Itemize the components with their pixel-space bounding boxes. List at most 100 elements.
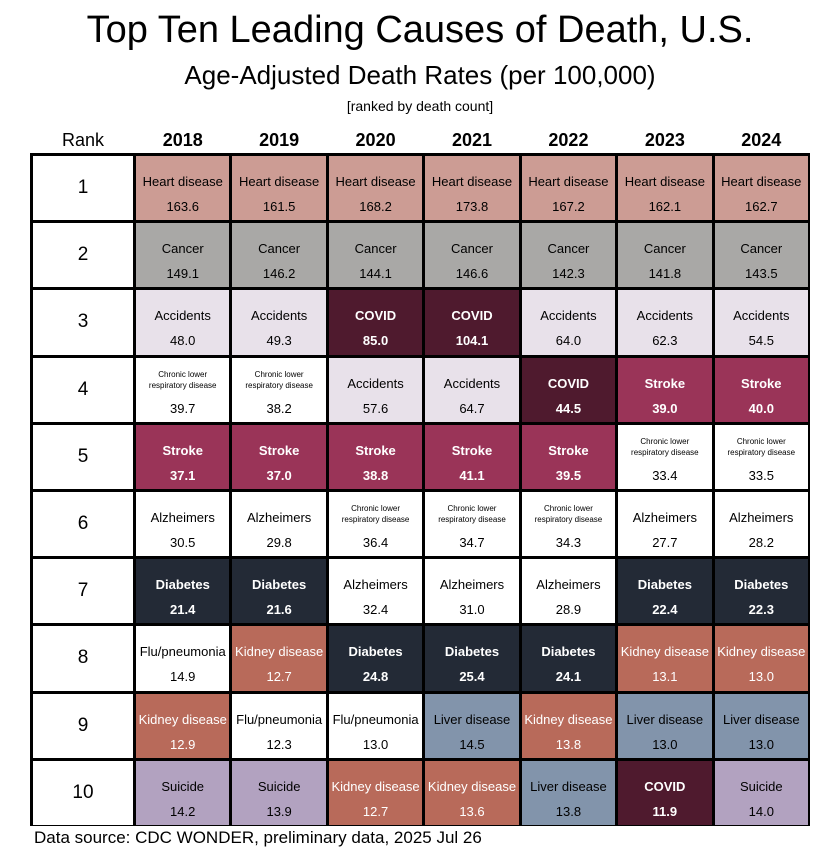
death-rate-value: 49.3: [266, 333, 292, 349]
year-header-2018: 2018: [162, 130, 203, 150]
death-rate-value: 168.2: [359, 199, 392, 214]
cause-label: Cancer: [740, 241, 783, 257]
cause-cell-3-2019: Accidents 49.3: [232, 290, 326, 355]
cause-cell-9-2018: Kidney disease 12.9: [136, 693, 230, 758]
cause-label: Kidney disease: [427, 778, 517, 794]
cause-cell-4-2024: Stroke 40.0: [714, 357, 808, 422]
cause-cell-9-2024: Liver disease 13.0: [714, 693, 808, 758]
death-rate-value: 14.9: [170, 669, 196, 685]
cause-cell-1-2020: Heart disease 168.2: [328, 156, 423, 221]
cause-cell-7-2023: Diabetes 22.4: [618, 559, 712, 624]
cause-label: Diabetes: [252, 577, 307, 593]
cause-cell-5-2018: Stroke 37.1: [136, 424, 230, 489]
cause-label: Cancer: [161, 241, 204, 257]
cause-label: Chronic lower respiratory disease: [534, 504, 603, 524]
cause-cell-4-2022: COVID 44.5: [521, 357, 616, 422]
death-rate-value: 13.0: [748, 736, 774, 752]
death-rate-value: 39.7: [170, 400, 196, 416]
cause-cell-7-2019: Diabetes 21.6: [232, 559, 326, 624]
death-rate-value: 32.4: [362, 602, 389, 618]
death-rate-value: 33.4: [652, 467, 678, 483]
cause-label: Heart disease: [335, 174, 416, 189]
cause-label: Chronic lower respiratory disease: [245, 369, 313, 390]
cause-cell-10-2018: Suicide 14.2: [136, 760, 230, 825]
cause-cell-5-2021: Stroke 41.1: [425, 424, 519, 489]
cause-cell-4-2018: Chronic lower respiratory disease 39.7: [136, 357, 230, 422]
death-rate-value: 167.2: [552, 199, 585, 214]
death-rate-value: 143.5: [745, 266, 778, 282]
rank-cell-7: 7: [33, 559, 133, 624]
cause-label: Alzheimers: [632, 510, 697, 525]
cause-label: Cancer: [547, 241, 590, 257]
data-source: Data source: CDC WONDER, preliminary dat…: [34, 828, 482, 847]
death-rate-value: 39.5: [555, 467, 582, 483]
cause-label: Kidney disease: [235, 644, 324, 660]
death-rate-value: 22.4: [652, 602, 678, 618]
death-rate-value: 12.9: [170, 736, 196, 752]
death-rate-value: 34.7: [459, 535, 485, 550]
cause-label: Alzheimers: [536, 577, 601, 593]
death-rate-value: 85.0: [362, 333, 389, 349]
cause-cell-3-2018: Accidents 48.0: [136, 290, 230, 355]
cause-cell-4-2019: Chronic lower respiratory disease 38.2: [232, 357, 326, 422]
cause-cell-8-2022: Diabetes 24.1: [521, 626, 616, 691]
death-rate-value: 57.6: [362, 400, 389, 416]
rank-cell-8: 8: [33, 626, 133, 691]
cause-label: Accidents: [540, 308, 597, 324]
death-rate-value: 11.9: [652, 803, 678, 819]
cause-label: Alzheimers: [439, 577, 505, 593]
cause-label: Alzheimers: [729, 510, 794, 525]
chart-subtitle: Age-Adjusted Death Rates (per 100,000): [184, 60, 656, 90]
cause-label: Cancer: [643, 241, 686, 257]
death-rate-value: 13.9: [266, 803, 292, 819]
cause-cell-2-2019: Cancer 146.2: [232, 223, 326, 288]
cause-label: Diabetes: [444, 644, 500, 660]
death-rate-value: 31.0: [459, 602, 485, 618]
cause-cell-8-2019: Kidney disease 12.7: [232, 626, 326, 691]
death-rate-value: 12.7: [362, 803, 389, 819]
cause-cell-6-2020: Chronic lower respiratory disease 36.4: [328, 492, 423, 557]
cause-label: Stroke: [548, 442, 589, 458]
rank-cell-5: 5: [33, 424, 133, 489]
cause-label: Diabetes: [541, 644, 596, 660]
causes-table: 1 Heart disease 163.6 Heart disease 161.5 Hea…: [30, 153, 810, 826]
death-rate-value: 162.1: [648, 199, 682, 214]
cause-cell-5-2024: Chronic lower respiratory disease 33.5: [714, 424, 808, 489]
cause-cell-10-2021: Kidney disease 13.6: [425, 760, 519, 825]
cause-label: Stroke: [451, 442, 493, 458]
death-rate-value: 13.6: [459, 803, 485, 819]
cause-cell-10-2022: Liver disease 13.8: [521, 760, 616, 825]
cause-cell-6-2023: Alzheimers 27.7: [618, 492, 712, 557]
cause-cell-8-2018: Flu/pneumonia 14.9: [136, 626, 230, 691]
cause-label: Flu/pneumonia: [236, 711, 323, 727]
cause-label: Accidents: [443, 375, 501, 391]
death-rate-value: 144.1: [359, 266, 392, 282]
death-rate-value: 146.6: [455, 266, 489, 282]
death-rate-value: 13.0: [362, 736, 389, 752]
death-rate-value: 146.2: [262, 266, 296, 282]
rank-cell-9: 9: [33, 693, 133, 758]
cause-label: Kidney disease: [524, 711, 613, 727]
cause-label: Heart disease: [239, 174, 320, 189]
cause-label: Suicide: [257, 778, 301, 794]
cause-label: Diabetes: [734, 577, 789, 593]
cause-cell-9-2022: Kidney disease 13.8: [521, 693, 616, 758]
rank-cell-2: 2: [33, 223, 133, 288]
cause-label: Stroke: [741, 375, 782, 391]
death-rate-value: 38.2: [266, 400, 292, 416]
cause-label: Liver disease: [722, 711, 800, 727]
year-header-2023: 2023: [644, 130, 685, 150]
cause-label: Diabetes: [348, 644, 403, 660]
cause-cell-9-2020: Flu/pneumonia 13.0: [328, 693, 423, 758]
chart-title: Top Ten Leading Causes of Death, U.S.: [86, 9, 754, 51]
cause-cell-2-2023: Cancer 141.8: [618, 223, 712, 288]
cause-cell-7-2022: Alzheimers 28.9: [521, 559, 616, 624]
cause-cell-3-2021: COVID 104.1: [425, 290, 519, 355]
death-rate-value: 14.5: [459, 736, 485, 752]
cause-label: Diabetes: [637, 577, 692, 593]
cause-label: Heart disease: [142, 174, 223, 189]
cause-cell-10-2023: COVID 11.9: [618, 760, 712, 825]
death-rate-value: 37.0: [266, 467, 292, 483]
cause-cell-1-2022: Heart disease 167.2: [521, 156, 616, 221]
death-rate-value: 12.3: [266, 736, 292, 752]
